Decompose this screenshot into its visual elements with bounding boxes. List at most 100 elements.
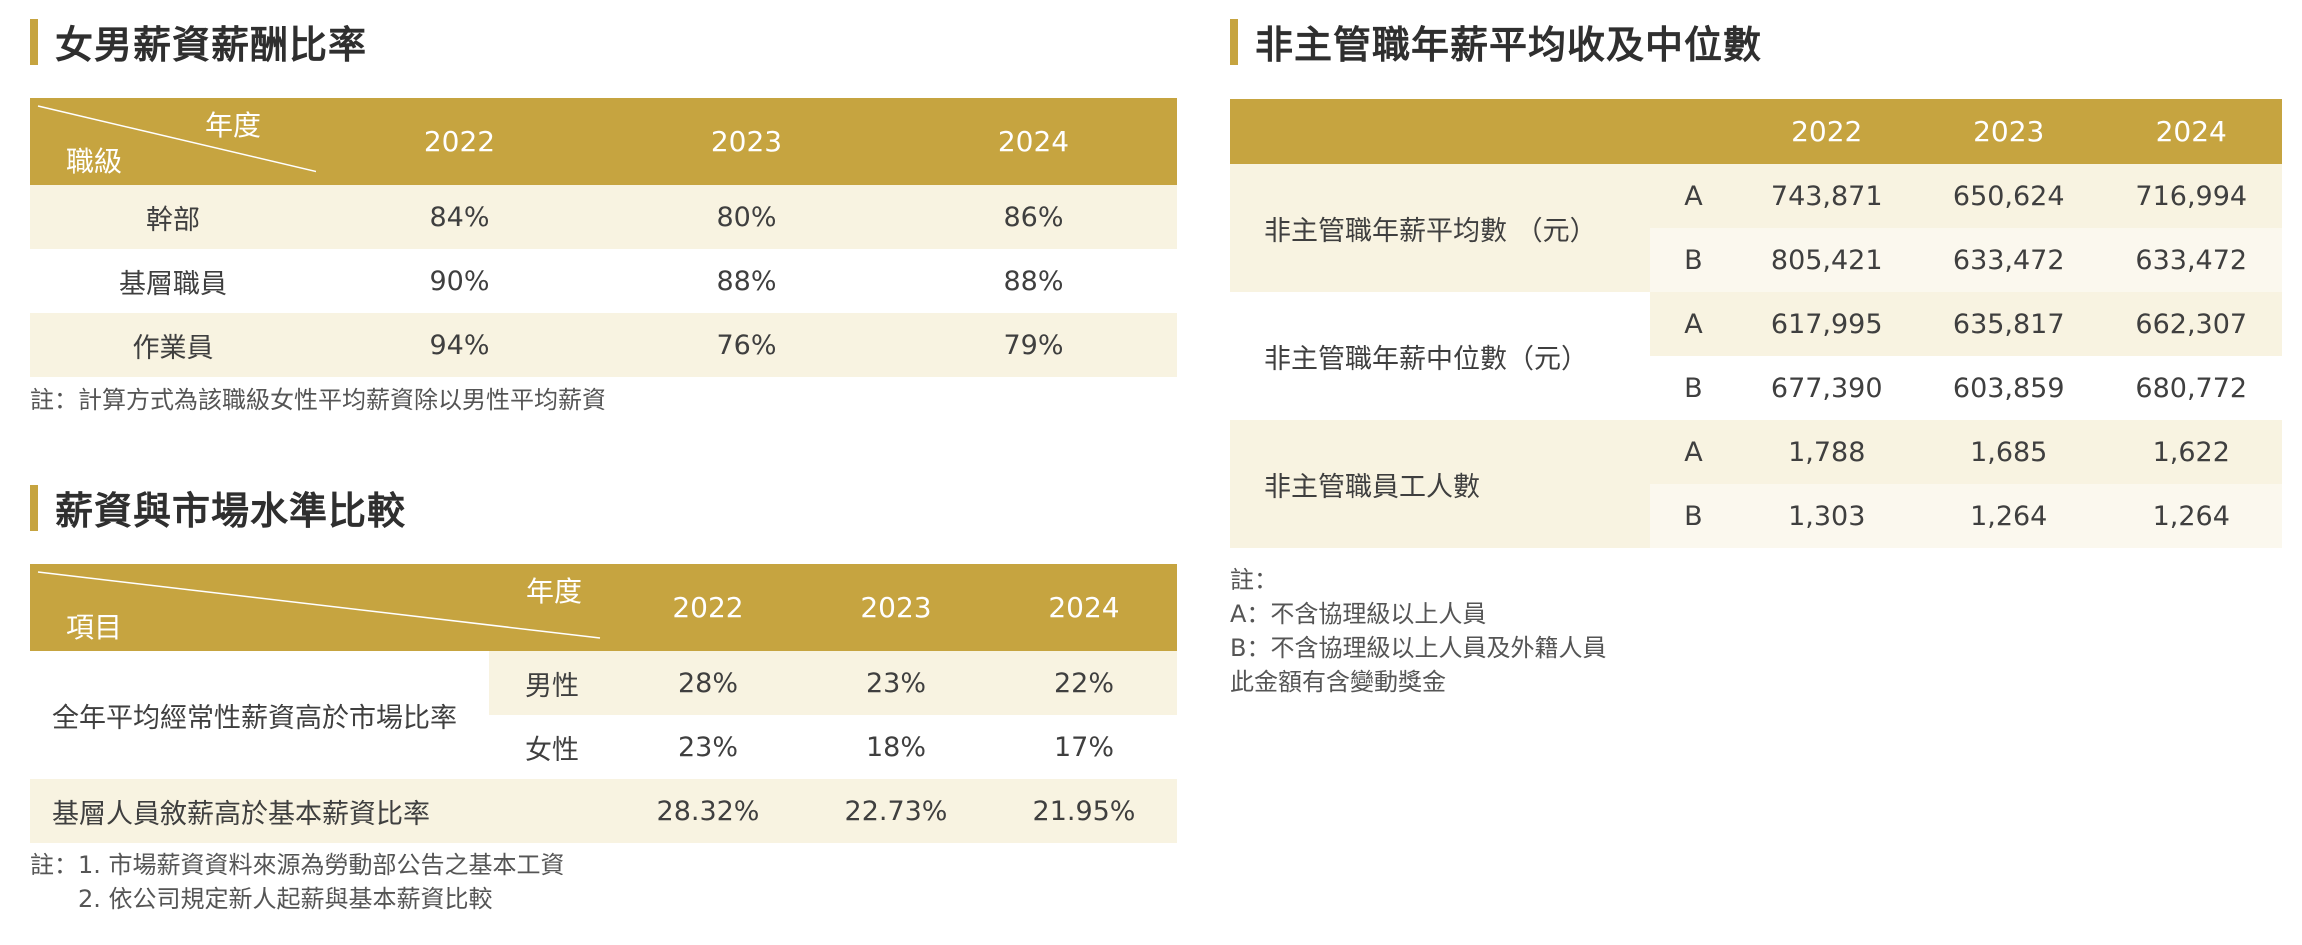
table-row: 作業員 94% 76% 79% xyxy=(30,313,1177,377)
cell-value: 633,472 xyxy=(1916,228,2101,292)
year-header: 2022 xyxy=(1791,115,1863,148)
cell-value: 22.73% xyxy=(844,795,948,827)
section2-note-line: 註：1. 市場薪資資料來源為勞動部公告之基本工資 xyxy=(30,851,565,879)
table-row: 女性 23% 18% 17% xyxy=(30,715,1177,779)
cell-value: 84% xyxy=(429,201,490,233)
section1-title-text: 女男薪資薪酬比率 xyxy=(55,23,368,67)
sub-label: B xyxy=(1650,356,1737,420)
section2-title: 薪資與市場水準比較 xyxy=(30,480,406,535)
cell-value: 662,307 xyxy=(2100,292,2282,356)
diag-header-cell: 年度 職級 xyxy=(30,98,316,185)
section3-note-line: B：不含協理級以上人員及外籍人員 xyxy=(1230,634,1607,662)
section3-note-line: 註： xyxy=(1230,566,1278,594)
cell-value: 76% xyxy=(716,329,777,361)
year-header: 2023 xyxy=(860,591,932,624)
cell-value: 22% xyxy=(991,651,1177,715)
cell-value: 17% xyxy=(991,715,1177,779)
cell-value: 80% xyxy=(716,201,777,233)
blank-header xyxy=(1230,99,1737,164)
year-header: 2023 xyxy=(710,125,783,158)
cell-value: 88% xyxy=(716,265,777,297)
table-row: 非主管職年薪平均數 （元） A 743,871 650,624 716,994 xyxy=(1230,164,2282,292)
cell-value: 28% xyxy=(615,651,801,715)
cell-value: 650,624 xyxy=(1916,164,2101,228)
diagonal-line xyxy=(37,571,601,639)
table-row: B 805,421 633,472 633,472 xyxy=(1230,228,2282,292)
cell-value: 1,622 xyxy=(2100,420,2282,484)
year-header: 2022 xyxy=(672,591,744,624)
section3-title: 非主管職年薪平均收及中位數 xyxy=(1230,14,1762,69)
cell-value: 1,264 xyxy=(2100,484,2282,548)
cell-value: 1,264 xyxy=(1916,484,2101,548)
title-accent-bar xyxy=(30,484,38,531)
cell-value: 1,788 xyxy=(1736,420,1917,484)
table-row: 基層人員敘薪高於基本薪資比率 28.32% 22.73% 21.95% xyxy=(30,779,1177,843)
cell-value: 79% xyxy=(1003,329,1064,361)
cell-value: 617,995 xyxy=(1736,292,1917,356)
year-header: 2024 xyxy=(1048,591,1120,624)
section1-note: 註：計算方式為該職級女性平均薪資除以男性平均薪資 xyxy=(30,386,606,414)
diag-bottom-label: 職級 xyxy=(66,145,123,178)
section2-note-line: 2. 依公司規定新人起薪與基本薪資比較 xyxy=(30,885,493,913)
diag-top-label: 年度 xyxy=(526,575,583,608)
row-label: 幹部 xyxy=(146,204,200,236)
title-accent-bar xyxy=(1230,18,1238,65)
sub-label: 男性 xyxy=(489,651,615,715)
table-row: 基層職員 90% 88% 88% xyxy=(30,249,1177,313)
row-label: 基層人員敘薪高於基本薪資比率 xyxy=(52,798,430,830)
cell-value: 1,685 xyxy=(1916,420,2101,484)
title-accent-bar xyxy=(30,18,38,65)
year-header: 2022 xyxy=(423,125,496,158)
table-row: B 1,303 1,264 1,264 xyxy=(1230,484,2282,548)
cell-value: 603,859 xyxy=(1916,356,2101,420)
cell-value: 21.95% xyxy=(1032,795,1136,827)
group-label: 非主管職年薪中位數（元） xyxy=(1230,292,1651,420)
cell-value: 28.32% xyxy=(656,795,760,827)
sub-label: B xyxy=(1650,484,1737,548)
diag-header-cell: 年度 項目 xyxy=(30,564,615,651)
group-label: 非主管職年薪平均數 （元） xyxy=(1230,164,1651,292)
cell-value: 677,390 xyxy=(1736,356,1917,420)
pay-ratio-table: 年度 職級 2022 2023 2024 幹部 84% 80% 86% 基層職員… xyxy=(30,98,1177,377)
cell-value: 680,772 xyxy=(2100,356,2282,420)
group-label: 非主管職員工人數 xyxy=(1230,420,1651,548)
cell-value: 716,994 xyxy=(2100,164,2282,228)
table-row: 幹部 84% 80% 86% xyxy=(30,185,1177,249)
cell-value: 1,303 xyxy=(1736,484,1917,548)
table-row: 非主管職年薪中位數（元） A 617,995 635,817 662,307 xyxy=(1230,292,2282,420)
sub-label: B xyxy=(1650,228,1737,292)
cell-value: 94% xyxy=(429,329,490,361)
year-header: 2024 xyxy=(997,125,1070,158)
cell-value: 86% xyxy=(1003,201,1064,233)
section3-note-line: 此金額有含變動獎金 xyxy=(1230,668,1446,696)
year-header: 2023 xyxy=(1973,115,2045,148)
year-header: 2024 xyxy=(2155,115,2227,148)
cell-value: 90% xyxy=(429,265,490,297)
cell-value: 805,421 xyxy=(1736,228,1917,292)
market-comparison-table: 年度 項目 2022 2023 2024 全年平均經常性薪資高於市場比率 男性 … xyxy=(30,564,1177,843)
diag-bottom-label: 項目 xyxy=(66,611,123,644)
cell-value: 635,817 xyxy=(1916,292,2101,356)
section3-note-line: A：不含協理級以上人員 xyxy=(1230,600,1487,628)
sub-label: 女性 xyxy=(489,715,615,779)
cell-value: 18% xyxy=(801,715,991,779)
sub-label: A xyxy=(1650,292,1737,356)
table-row: B 677,390 603,859 680,772 xyxy=(1230,356,2282,420)
table-row: 全年平均經常性薪資高於市場比率 男性 28% 23% 22% xyxy=(30,651,1177,779)
section1-title: 女男薪資薪酬比率 xyxy=(30,14,367,69)
sub-label: A xyxy=(1650,164,1737,228)
row-label: 作業員 xyxy=(132,332,214,364)
section3-title-text: 非主管職年薪平均收及中位數 xyxy=(1255,23,1763,67)
cell-value: 88% xyxy=(1003,265,1064,297)
salary-stats-table: 2022 2023 2024 非主管職年薪平均數 （元） A 743,871 6… xyxy=(1230,99,2282,548)
group-label: 全年平均經常性薪資高於市場比率 xyxy=(30,651,489,779)
diag-top-label: 年度 xyxy=(205,109,262,142)
cell-value: 743,871 xyxy=(1736,164,1917,228)
diagonal-line xyxy=(37,105,316,173)
table-row: 非主管職員工人數 A 1,788 1,685 1,622 xyxy=(1230,420,2282,548)
cell-value: 23% xyxy=(801,651,991,715)
cell-value: 23% xyxy=(615,715,801,779)
row-label: 基層職員 xyxy=(119,268,227,300)
cell-value: 633,472 xyxy=(2100,228,2282,292)
sub-label: A xyxy=(1650,420,1737,484)
